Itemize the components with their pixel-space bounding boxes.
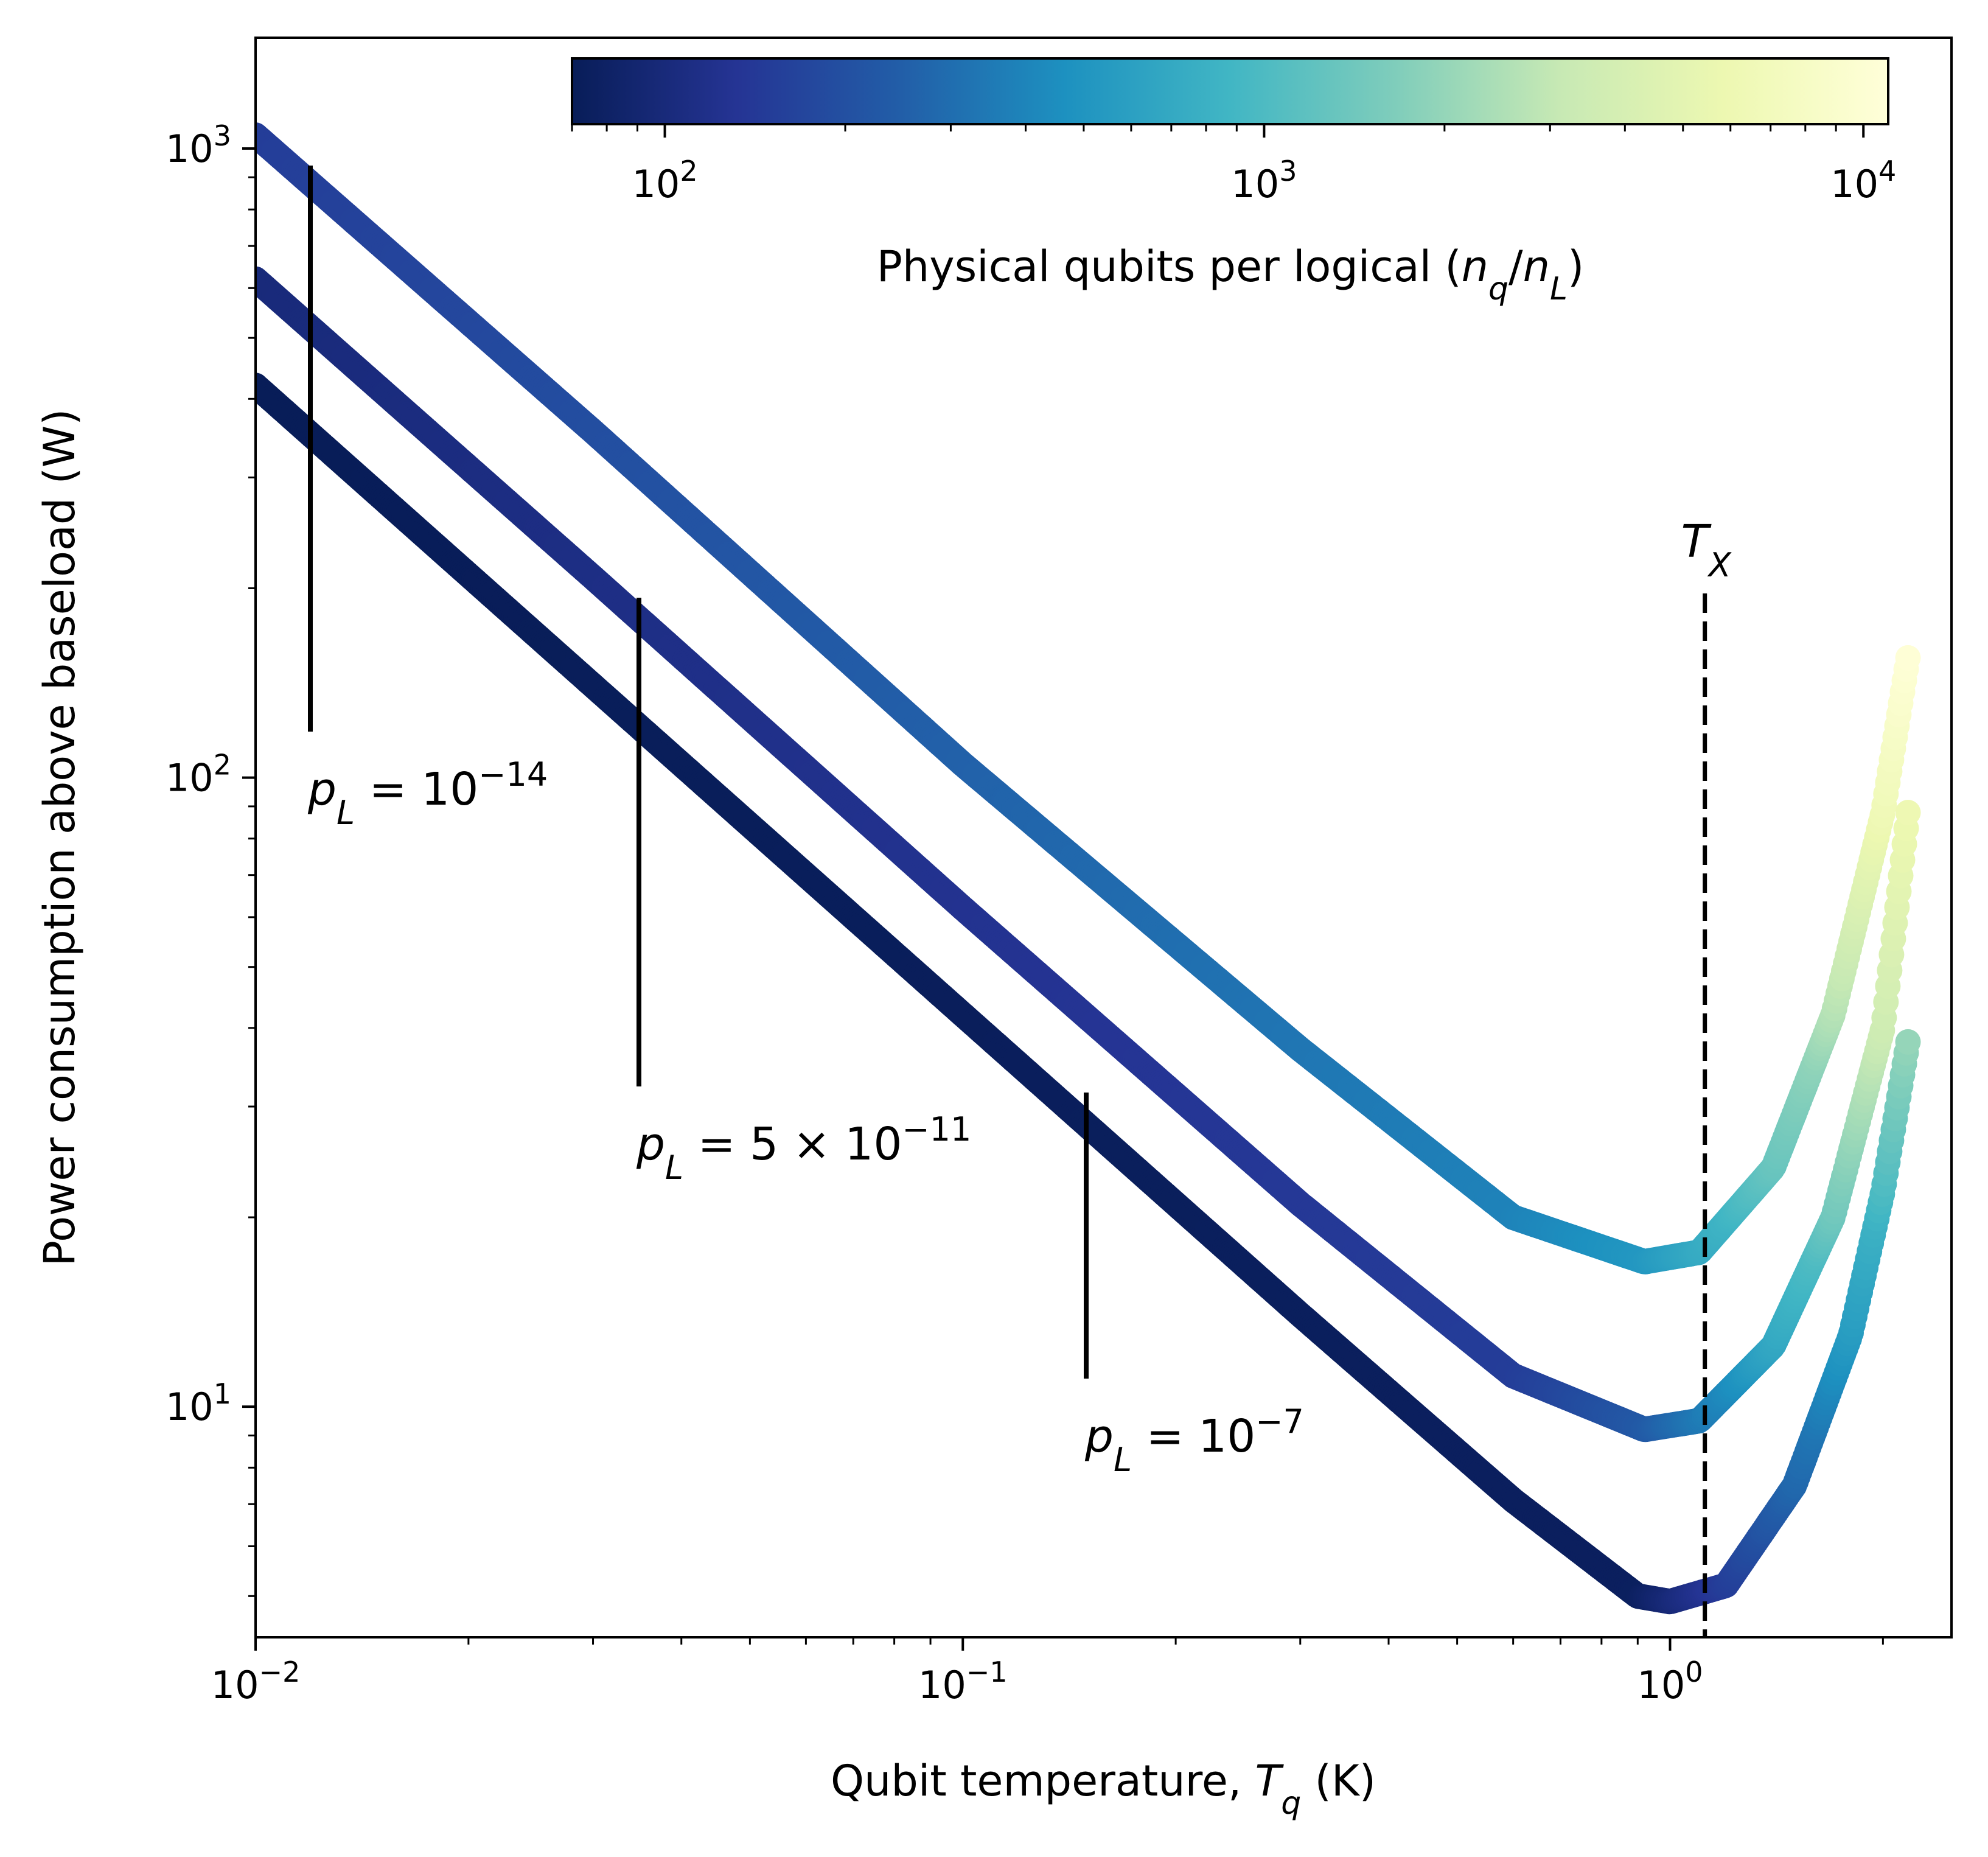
series-label-1: pL = 10−14 (307, 755, 548, 832)
x-tick-label: 100 (1637, 1656, 1703, 1707)
axes-layer: 10−2 10−1 100 101 102 103 (166, 119, 1884, 1707)
y-tick-label: 102 (166, 749, 231, 800)
plot-area (256, 38, 1951, 1637)
y-tick-label: 103 (166, 119, 231, 171)
data-point (1895, 1029, 1921, 1055)
colorbar-gradient (571, 57, 1889, 125)
series-layer (256, 122, 1921, 1615)
series-label-2: pL = 5 × 10−11 (636, 1110, 971, 1187)
colorbar-tick-label: 102 (632, 155, 697, 206)
x-tick-label: 10−1 (918, 1656, 1008, 1707)
y-tick-label: 101 (166, 1377, 231, 1429)
colorbar-ticks: 102 103 104 (571, 124, 1896, 206)
x-axis-label: Qubit temperature, Tq (K) (831, 1756, 1376, 1822)
x-tick-label: 10−2 (211, 1656, 301, 1707)
tx-marker: TX (1681, 516, 1732, 1637)
colorbar: 102 103 104 Physical qubits per logical (n… (571, 57, 1896, 307)
colorbar-tick-label: 104 (1830, 155, 1896, 206)
tx-label: TX (1681, 516, 1732, 584)
data-point (1895, 645, 1921, 671)
colorbar-label: Physical qubits per logical (nq/nL) (877, 242, 1585, 307)
series-1 (256, 122, 1921, 1275)
series-2 (256, 266, 1921, 1443)
series-label-3: pL = 10−7 (1084, 1402, 1304, 1479)
y-axis-label: Power consumption above baseload (W) (35, 409, 85, 1267)
data-point (1895, 800, 1921, 825)
plot-border (254, 37, 1953, 1638)
colorbar-tick-label: 103 (1231, 155, 1297, 206)
